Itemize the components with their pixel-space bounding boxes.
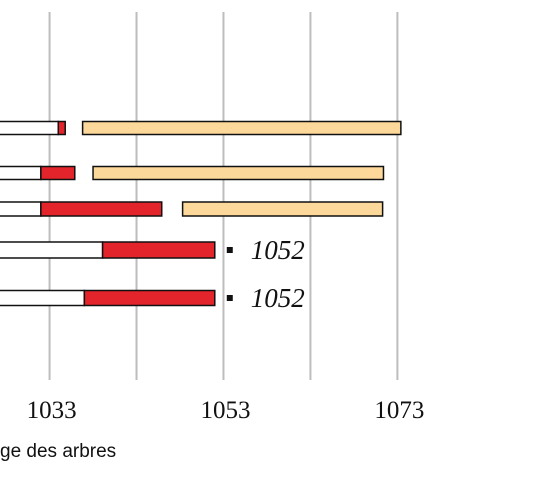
x-axis-label: ge des arbres <box>0 441 116 462</box>
x-tick-label: 1033 <box>27 397 77 424</box>
bar-segment <box>0 241 104 259</box>
x-tick-label: 1053 <box>200 397 250 424</box>
bar-segment <box>181 201 384 217</box>
label-marker <box>226 295 233 301</box>
bar-segment <box>101 241 216 259</box>
bar-segment <box>57 120 66 136</box>
bar-label: 1052 <box>251 283 305 313</box>
bar-segment <box>0 201 42 217</box>
bar-segment <box>40 165 76 181</box>
bar-segment <box>81 120 402 136</box>
bar-segment <box>0 165 42 181</box>
bar-label: 1052 <box>251 235 305 265</box>
bar-segment <box>40 201 163 217</box>
bar-segment <box>0 120 60 136</box>
bar-segment <box>0 289 86 307</box>
bar-segment <box>92 165 385 181</box>
label-marker <box>226 247 233 253</box>
bar-segment <box>83 289 216 307</box>
x-tick-label: 1073 <box>374 397 424 424</box>
